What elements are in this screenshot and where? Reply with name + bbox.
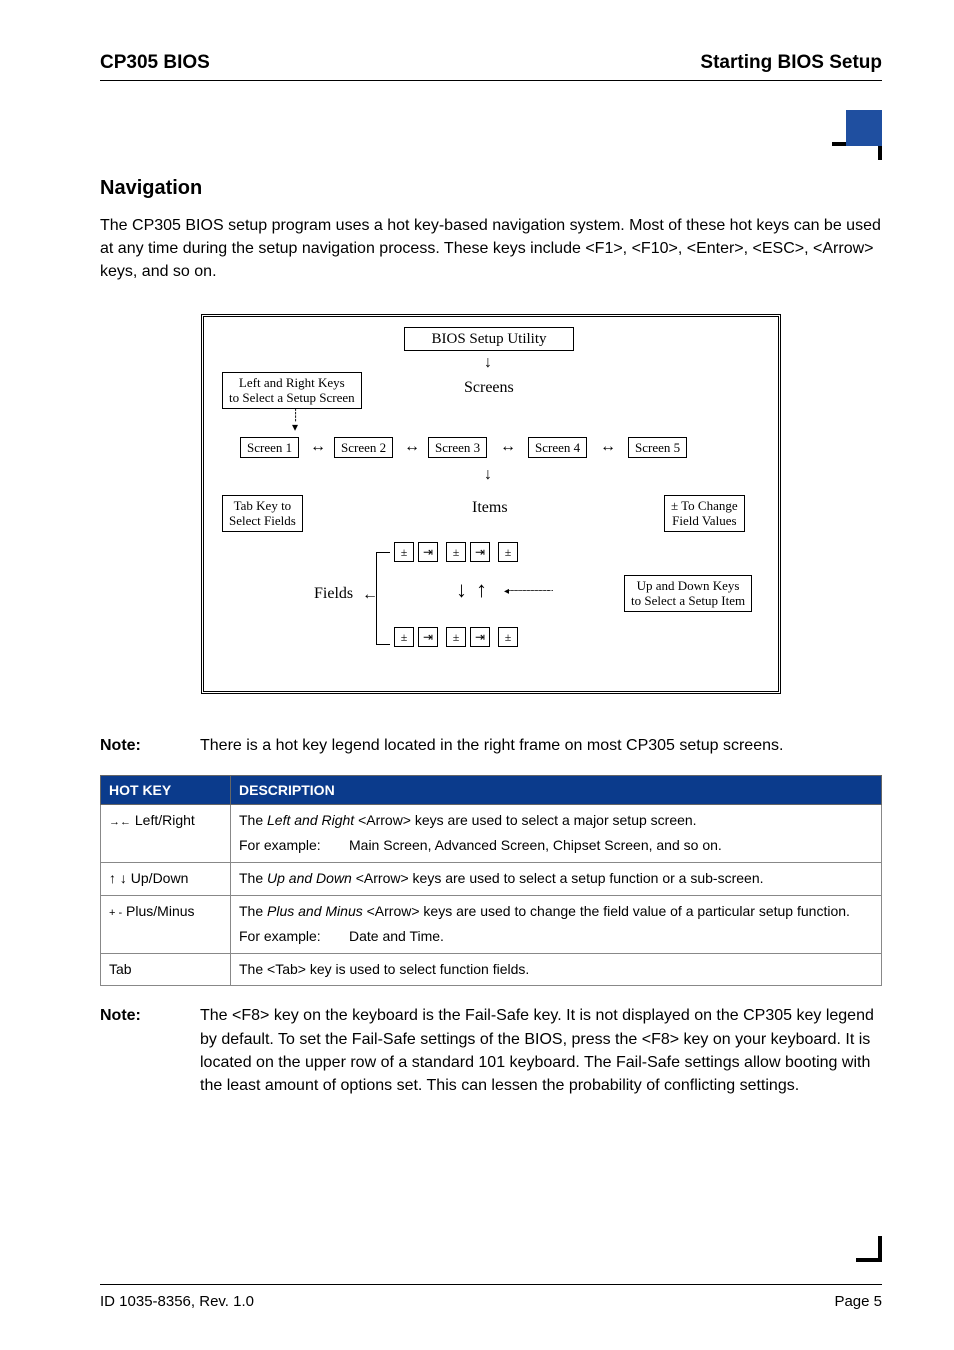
desc-pre: The — [239, 870, 267, 886]
arrow-icon: ↑ — [476, 579, 487, 601]
field-pm-icon: ± — [394, 627, 414, 647]
navigation-diagram: BIOS Setup Utility ↓ Left and Right Keys… — [201, 314, 781, 694]
example-text: Date and Time. — [349, 928, 444, 944]
th-hotkey: HOT KEY — [101, 775, 231, 804]
desc-ital: Plus and Minus — [267, 903, 363, 919]
field-tab-icon: ⇥ — [418, 627, 438, 647]
screen-box-5: Screen 5 — [628, 437, 687, 459]
field-tab-icon: ⇥ — [470, 542, 490, 562]
dotted-arrow-icon: ◂┈┈┈┈┈┈┈┈┈┈┈ — [504, 587, 551, 597]
diagram-pm-l2: Field Values — [672, 513, 736, 528]
diagram-lr-l1: Left and Right Keys — [239, 375, 345, 390]
corner-decoration — [834, 110, 882, 158]
intro-paragraph: The CP305 BIOS setup program uses a hot … — [100, 214, 882, 284]
diagram-tab-box: Tab Key to Select Fields — [222, 495, 303, 532]
field-pm-icon: ± — [394, 542, 414, 562]
diagram-title-box: BIOS Setup Utility — [404, 327, 574, 351]
example-label: For example: — [239, 927, 349, 947]
diagram-ud-l2: to Select a Setup Item — [631, 593, 745, 608]
key-text: Plus/Minus — [126, 903, 194, 919]
note-text: The <F8> key on the keyboard is the Fail… — [200, 1004, 882, 1097]
field-pm-icon: ± — [498, 542, 518, 562]
harrow-icon: ↔ — [500, 439, 516, 455]
field-tab-icon: ⇥ — [418, 542, 438, 562]
screen-box-1: Screen 1 — [240, 437, 299, 459]
th-description: DESCRIPTION — [231, 775, 882, 804]
diagram-tab-l2: Select Fields — [229, 513, 296, 528]
hotkey-table: HOT KEY DESCRIPTION →← Left/Right The Le… — [100, 775, 882, 987]
harrow-icon: ↔ — [600, 439, 616, 455]
footer: ID 1035-8356, Rev. 1.0 Page 5 — [100, 1284, 882, 1310]
key-text: Left/Right — [135, 812, 195, 828]
screen-box-3: Screen 3 — [428, 437, 487, 459]
diagram-ud-l1: Up and Down Keys — [637, 578, 740, 593]
section-title: Navigation — [100, 177, 882, 200]
desc-post: <Arrow> keys are used to change the fiel… — [363, 903, 850, 919]
harrow-icon: ↔ — [310, 439, 326, 455]
key-symbol: →← — [109, 816, 131, 828]
footer-rule — [100, 1284, 882, 1285]
key-symbol: + - — [109, 907, 122, 919]
header-rule — [100, 80, 882, 81]
desc-pre: The — [239, 812, 267, 828]
desc-pre: The — [239, 903, 267, 919]
header-left: CP305 BIOS — [100, 52, 210, 74]
example-text: Main Screen, Advanced Screen, Chipset Sc… — [349, 837, 722, 853]
diagram-lr-l2: to Select a Setup Screen — [229, 390, 355, 405]
note-1: Note: There is a hot key legend located … — [100, 734, 882, 757]
key-symbol: ↑ ↓ — [109, 870, 127, 886]
screen-box-2: Screen 2 — [334, 437, 393, 459]
dotted-arrow-icon: ┊▾ — [292, 409, 299, 433]
example-label: For example: — [239, 836, 349, 856]
diagram-pm-box: ± To Change Field Values — [664, 495, 745, 532]
note-2: Note: The <F8> key on the keyboard is th… — [100, 1004, 882, 1097]
note-label: Note: — [100, 1004, 200, 1097]
table-row: + - Plus/Minus The Plus and Minus <Arrow… — [101, 895, 882, 953]
diagram-tab-l1: Tab Key to — [234, 498, 292, 513]
diagram-lr-box: Left and Right Keys to Select a Setup Sc… — [222, 372, 362, 409]
bracket-line — [376, 552, 390, 553]
field-pm-icon: ± — [446, 627, 466, 647]
footer-left: ID 1035-8356, Rev. 1.0 — [100, 1293, 254, 1310]
arrow-icon: ↓ — [456, 579, 467, 601]
desc-ital: Up and Down — [267, 870, 352, 886]
screen-box-4: Screen 4 — [528, 437, 587, 459]
table-row: →← Left/Right The Left and Right <Arrow>… — [101, 804, 882, 862]
diagram-items-label: Items — [472, 499, 508, 517]
table-row: Tab The <Tab> key is used to select func… — [101, 953, 882, 986]
diagram-fields-label: Fields — [314, 585, 353, 603]
arrow-icon: ↓ — [484, 467, 492, 483]
key-text: Up/Down — [131, 870, 189, 886]
field-pm-icon: ± — [498, 627, 518, 647]
key-text: Tab — [109, 961, 132, 977]
arrow-icon: ↓ — [484, 355, 492, 371]
bracket-line — [376, 644, 390, 645]
table-row: ↑ ↓ Up/Down The Up and Down <Arrow> keys… — [101, 862, 882, 895]
field-tab-icon: ⇥ — [470, 627, 490, 647]
desc-plain: The <Tab> key is used to select function… — [239, 961, 529, 977]
desc-post: <Arrow> keys are used to select a major … — [354, 812, 696, 828]
note-label: Note: — [100, 734, 200, 757]
field-pm-icon: ± — [446, 542, 466, 562]
bracket-line — [376, 552, 377, 644]
desc-ital: Left and Right — [267, 812, 354, 828]
diagram-screens-label: Screens — [464, 379, 514, 397]
note-text: There is a hot key legend located in the… — [200, 734, 882, 757]
harrow-icon: ↔ — [404, 439, 420, 455]
desc-post: <Arrow> keys are used to select a setup … — [352, 870, 764, 886]
footer-right: Page 5 — [834, 1293, 882, 1310]
diagram-pm-l1: ± To Change — [671, 498, 738, 513]
diagram-ud-box: Up and Down Keys to Select a Setup Item — [624, 575, 752, 612]
header-right: Starting BIOS Setup — [700, 52, 882, 74]
